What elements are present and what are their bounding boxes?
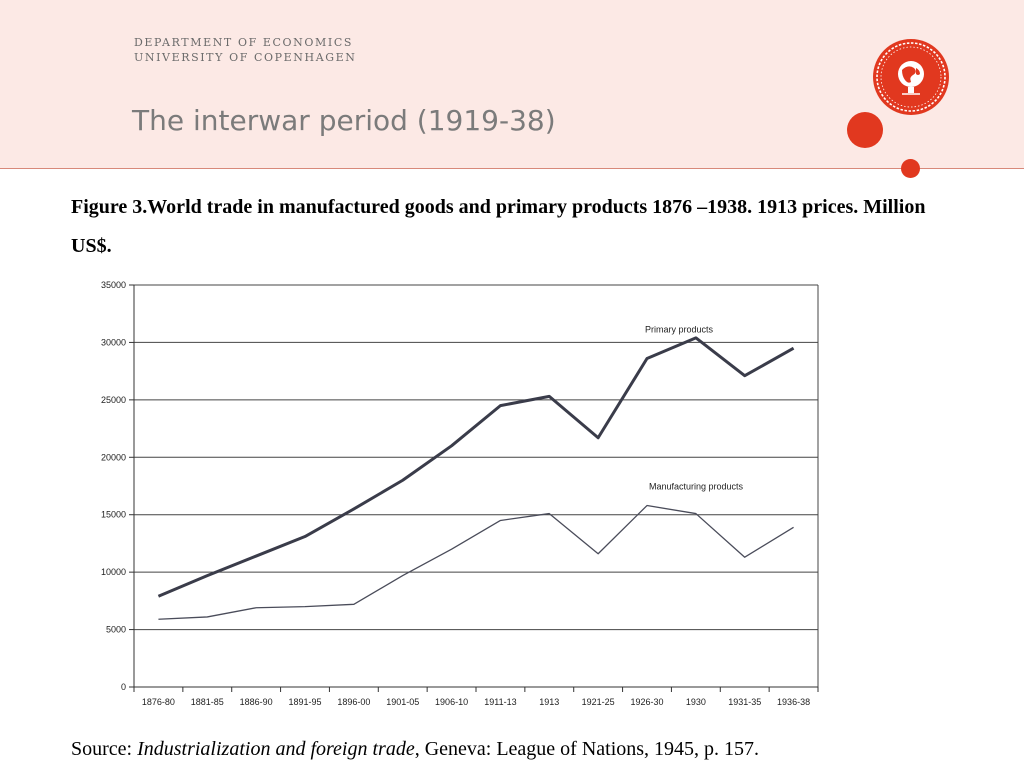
source-prefix: Source: [71, 738, 138, 760]
y-tick-labels: 0 5000 10000 15000 20000 25000 30000 35000 [101, 280, 126, 692]
y-tick-label: 10000 [101, 567, 126, 577]
grid-lines [134, 284, 818, 631]
series-labels: Primary products Manufacturing products [645, 325, 744, 492]
y-tick-label: 0 [121, 682, 126, 692]
x-tick-label: 1926-30 [630, 697, 663, 707]
chart-svg: 0 5000 10000 15000 20000 25000 30000 35000 1876… [101, 280, 819, 707]
series-label-primary: Primary products [645, 325, 714, 335]
x-tick-label: 1886-90 [240, 697, 273, 707]
series-label-manufacturing: Manufacturing products [649, 482, 744, 492]
source-citation: Source: Industrialization and foreign tr… [71, 738, 759, 761]
y-tick-label: 20000 [101, 452, 126, 462]
y-tick-label: 5000 [106, 625, 126, 635]
x-tick-label: 1896-00 [337, 697, 370, 707]
series-line-manufacturing [158, 504, 794, 620]
university-seal-icon [872, 38, 950, 116]
x-tick-label: 1911-13 [484, 697, 516, 707]
y-tick-label: 35000 [101, 280, 126, 290]
x-tick-label: 1913 [539, 697, 559, 707]
series-lines [157, 336, 795, 620]
axes [129, 284, 819, 692]
x-tick-label: 1881-85 [191, 697, 224, 707]
y-tick-label: 30000 [101, 337, 126, 347]
x-tick-label: 1921-25 [582, 697, 615, 707]
y-tick-label: 25000 [101, 395, 126, 405]
dept-line-1: DEPARTMENT OF ECONOMICS [134, 36, 353, 49]
line-chart: 0 5000 10000 15000 20000 25000 30000 35000 1876… [72, 266, 832, 728]
source-title: Industrialization and foreign trade [137, 738, 415, 760]
figure-caption: Figure 3.World trade in manufactured goo… [71, 196, 926, 257]
slide-title: The interwar period (1919-38) [132, 104, 556, 137]
x-tick-labels: 1876-80 1881-85 1886-90 1891-95 1896-00 1901-… [142, 697, 810, 707]
series-line-primary [157, 336, 795, 598]
x-tick-label: 1906-10 [435, 697, 468, 707]
x-tick-label: 1931-35 [728, 697, 761, 707]
x-tick-label: 1876-80 [142, 697, 175, 707]
y-tick-label: 15000 [101, 510, 126, 520]
x-tick-label: 1930 [686, 697, 706, 707]
dept-line-2: UNIVERSITY OF COPENHAGEN [134, 51, 357, 64]
x-tick-label: 1891-95 [288, 697, 321, 707]
department-name: DEPARTMENT OF ECONOMICS UNIVERSITY OF CO… [134, 35, 357, 65]
x-tick-label: 1901-05 [386, 697, 419, 707]
decorative-dot-large [847, 112, 883, 148]
x-tick-label: 1936-38 [777, 697, 810, 707]
source-suffix: , Geneva: League of Nations, 1945, p. 15… [414, 738, 760, 760]
decorative-dot-small [901, 159, 920, 178]
